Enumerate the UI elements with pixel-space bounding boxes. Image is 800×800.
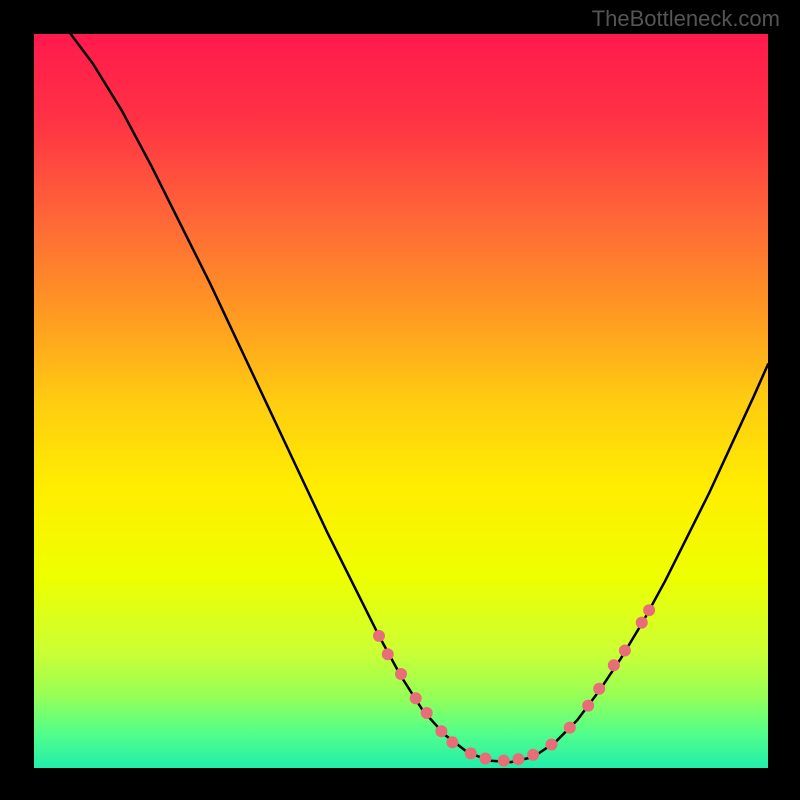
data-marker bbox=[619, 645, 631, 657]
data-marker bbox=[545, 739, 557, 751]
data-marker bbox=[382, 648, 394, 660]
data-marker bbox=[512, 753, 524, 765]
data-marker bbox=[564, 722, 576, 734]
chart-background bbox=[34, 34, 768, 768]
data-marker bbox=[582, 700, 594, 712]
data-marker bbox=[479, 752, 491, 764]
data-marker bbox=[446, 736, 458, 748]
plot-area bbox=[34, 34, 768, 768]
data-marker bbox=[593, 683, 605, 695]
data-marker bbox=[608, 659, 620, 671]
data-marker bbox=[373, 630, 385, 642]
data-marker bbox=[527, 749, 539, 761]
data-marker bbox=[410, 692, 422, 704]
data-marker bbox=[395, 668, 407, 680]
data-marker bbox=[421, 707, 433, 719]
data-marker bbox=[435, 725, 447, 737]
chart-container: TheBottleneck.com bbox=[0, 0, 800, 800]
data-marker bbox=[498, 755, 510, 767]
data-marker bbox=[643, 604, 655, 616]
data-marker bbox=[636, 617, 648, 629]
data-marker bbox=[465, 747, 477, 759]
bottleneck-chart bbox=[34, 34, 768, 768]
watermark-text: TheBottleneck.com bbox=[592, 6, 780, 32]
